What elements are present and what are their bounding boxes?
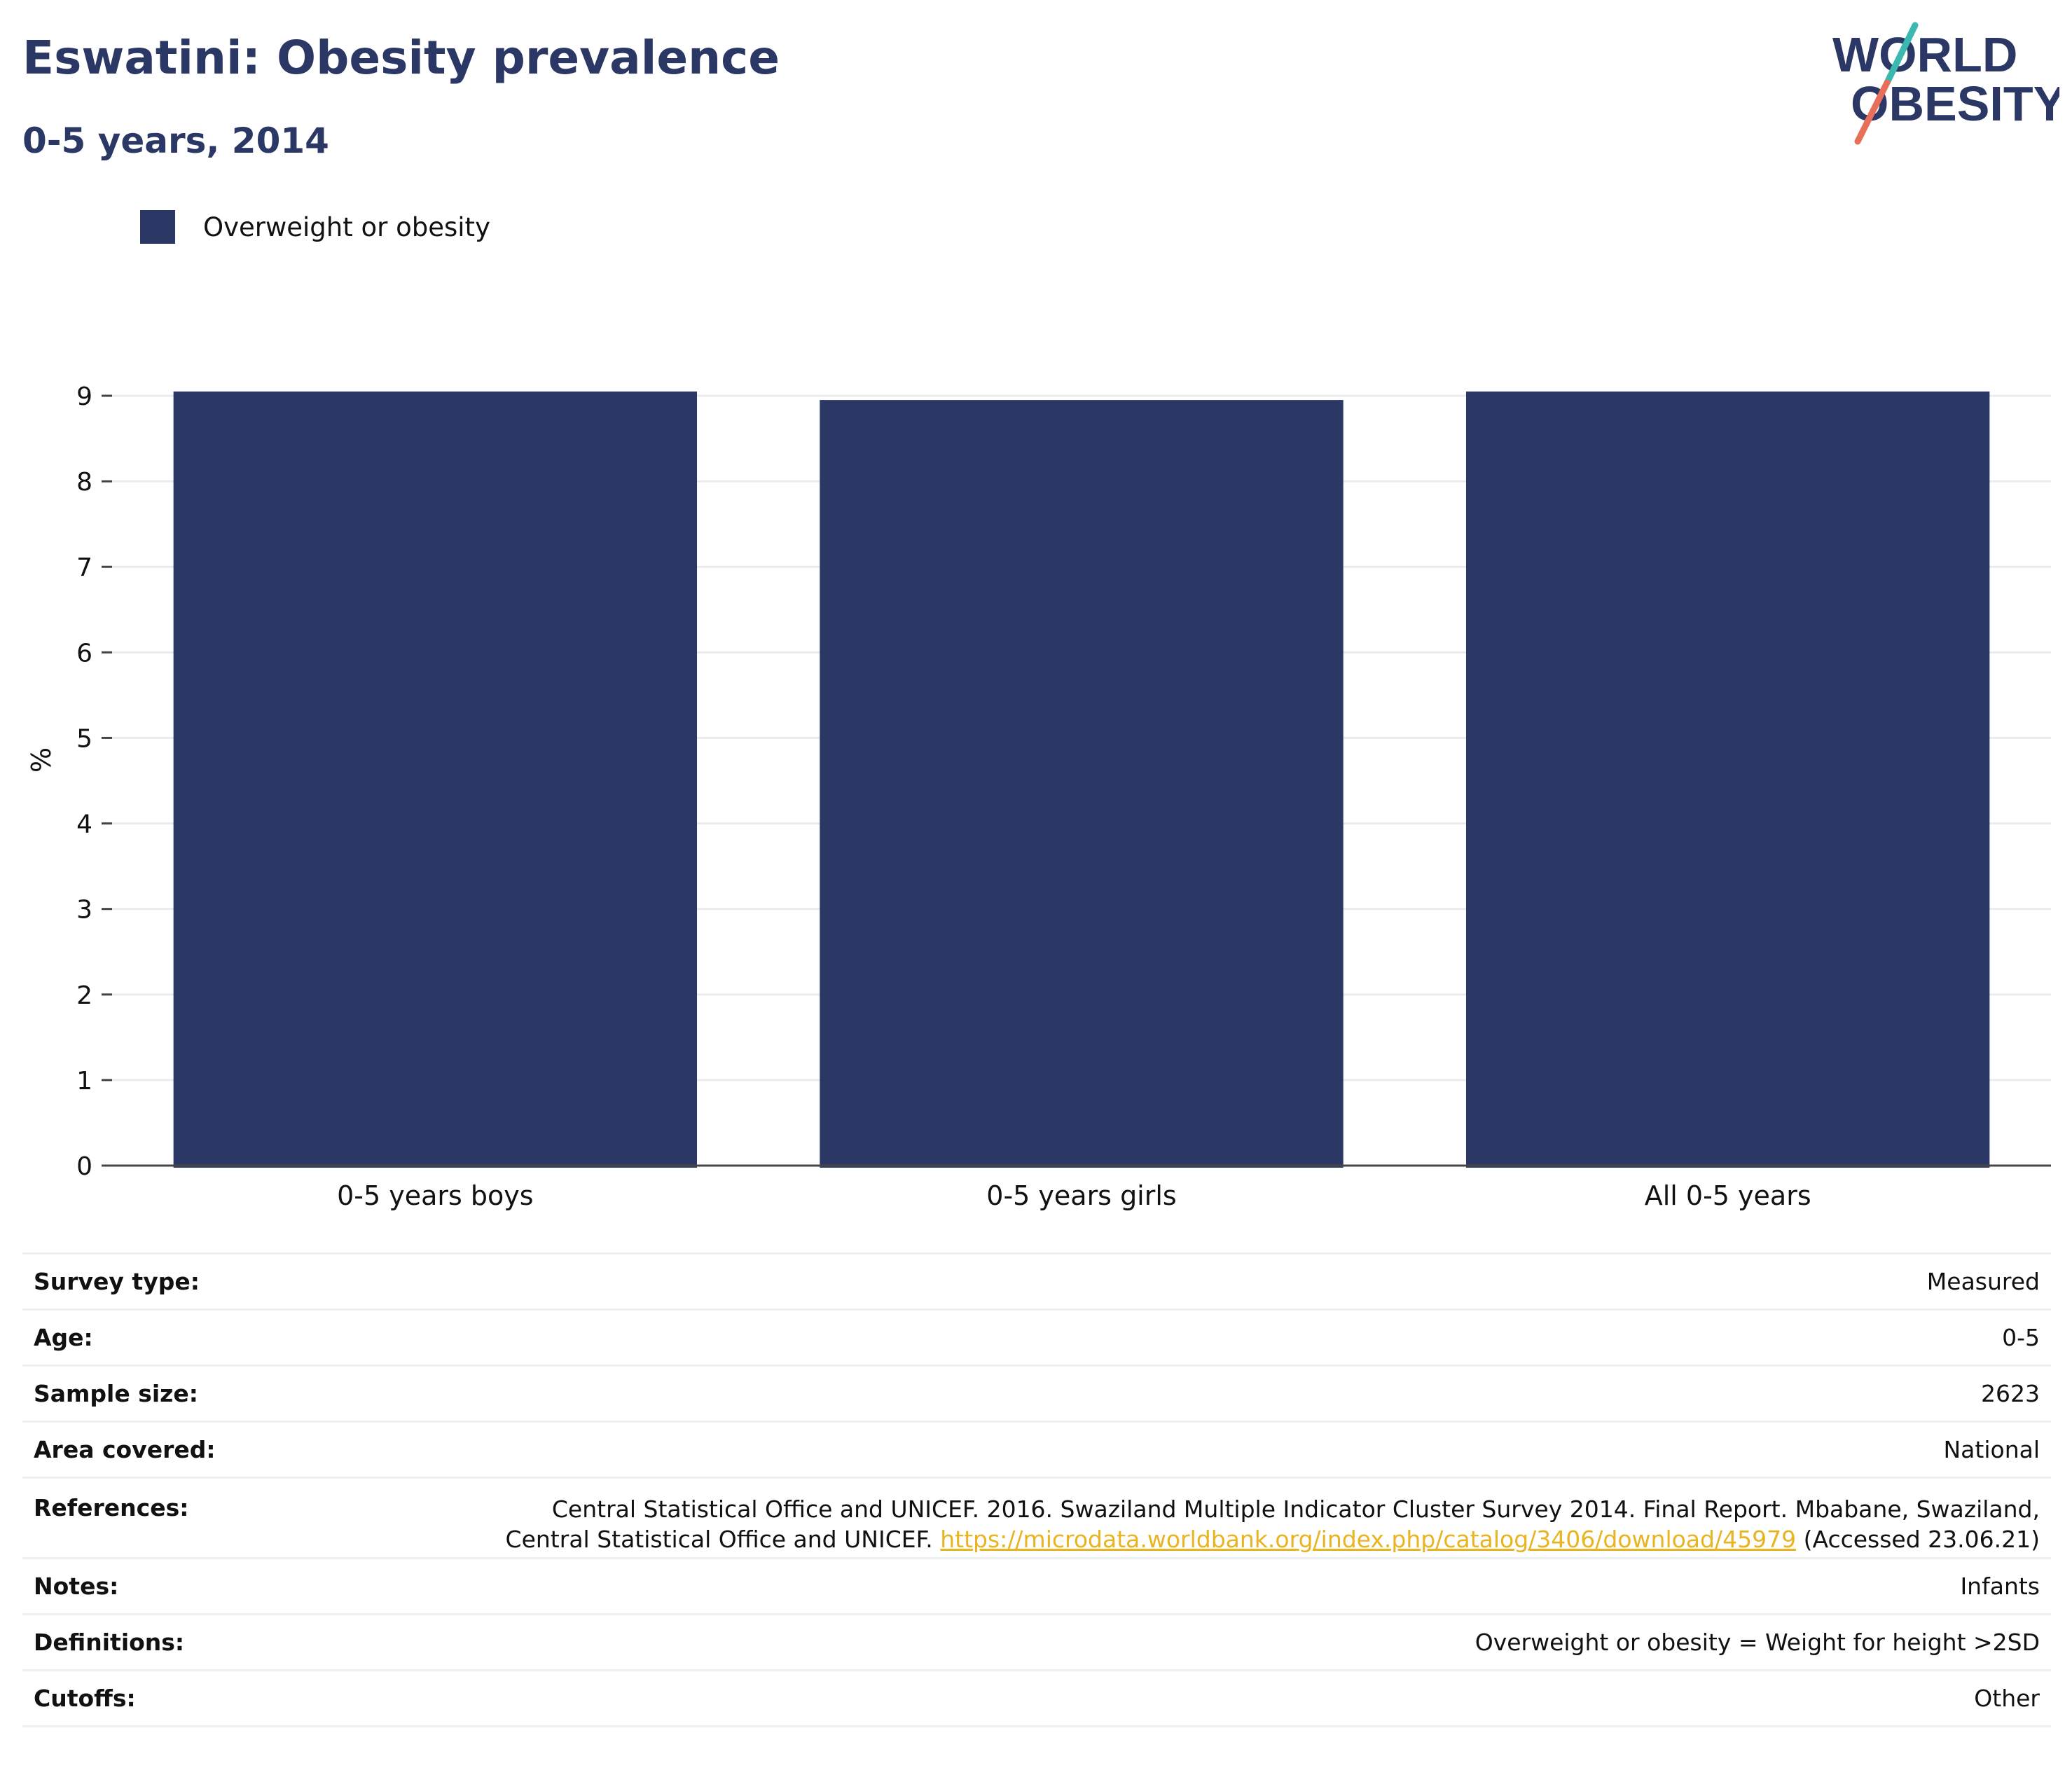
- info-row-area-covered: Area covered: National: [22, 1421, 2051, 1477]
- info-label: Cutoffs:: [34, 1685, 136, 1712]
- info-row-definitions: Definitions: Overweight or obesity = Wei…: [22, 1613, 2051, 1669]
- y-tick-label: 8: [76, 468, 92, 497]
- x-tick-labels: 0-5 years boys 0-5 years girls All 0-5 yea…: [337, 1180, 1811, 1211]
- info-label: Area covered:: [34, 1436, 216, 1463]
- info-row-age: Age: 0-5: [22, 1308, 2051, 1365]
- info-value: 2623: [1981, 1380, 2040, 1407]
- chart-legend[interactable]: Overweight or obesity: [140, 210, 490, 244]
- survey-info-table: Survey type: Measured Age: 0-5 Sample si…: [22, 1252, 2051, 1727]
- info-label: Notes:: [34, 1573, 119, 1600]
- info-value: 0-5: [2002, 1324, 2040, 1351]
- y-tick-label: 7: [76, 553, 92, 582]
- legend-swatch: [140, 210, 175, 244]
- y-tick-label: 6: [76, 639, 92, 668]
- info-row-cutoffs: Cutoffs: Other: [22, 1669, 2051, 1727]
- x-tick-label: All 0-5 years: [1645, 1180, 1811, 1211]
- info-label: Sample size:: [34, 1380, 198, 1407]
- info-row-references: References: Central Statistical Office a…: [22, 1477, 2051, 1557]
- info-value: Other: [1974, 1685, 2040, 1712]
- info-row-notes: Notes: Infants: [22, 1557, 2051, 1613]
- references-line-1: Central Statistical Office and UNICEF. 2…: [551, 1496, 2040, 1523]
- y-tick-label: 1: [76, 1067, 92, 1096]
- bar[interactable]: [173, 391, 698, 1168]
- bar[interactable]: [1465, 391, 1990, 1168]
- info-label: Survey type:: [34, 1268, 200, 1295]
- logo-slash-top: [1884, 22, 1919, 86]
- page-subtitle: 0-5 years, 2014: [22, 120, 329, 161]
- references-line-2-prefix: Central Statistical Office and UNICEF.: [505, 1526, 933, 1553]
- y-tick-label: 4: [76, 810, 92, 839]
- y-axis-label: %: [26, 747, 57, 773]
- info-row-survey-type: Survey type: Measured: [22, 1252, 2051, 1308]
- x-tick-label: 0-5 years boys: [337, 1180, 533, 1211]
- info-label: Age:: [34, 1324, 93, 1351]
- info-value: Measured: [1926, 1268, 2040, 1295]
- references-link[interactable]: https://microdata.worldbank.org/index.ph…: [940, 1526, 1797, 1553]
- bars: [173, 391, 1990, 1168]
- page-title: Eswatini: Obesity prevalence: [22, 31, 780, 85]
- y-tick-labels: 0 1 2 3 4 5 6 7 8 9: [76, 382, 112, 1181]
- info-label: Definitions:: [34, 1629, 185, 1656]
- y-tick-label: 2: [76, 981, 92, 1010]
- y-tick-label: 5: [76, 724, 92, 753]
- logo-text-obesity: OBESITY: [1851, 76, 2059, 131]
- info-value: National: [1943, 1436, 2040, 1463]
- info-label: References:: [34, 1494, 189, 1521]
- x-tick-label: 0-5 years girls: [986, 1180, 1176, 1211]
- bar-chart: 0 1 2 3 4 5 6 7 8 9 0-5 years boys 0-5 years girls…: [26, 382, 2051, 1211]
- references-text: Central Statistical Office and UNICEF. 2…: [506, 1494, 2040, 1554]
- y-tick-label: 3: [76, 896, 92, 925]
- info-row-sample-size: Sample size: 2623: [22, 1365, 2051, 1421]
- y-tick-label: 0: [76, 1152, 92, 1181]
- y-tick-label: 9: [76, 382, 92, 411]
- legend-label: Overweight or obesity: [203, 212, 490, 242]
- info-value: Overweight or obesity = Weight for heigh…: [1474, 1629, 2040, 1656]
- world-obesity-logo: WORLD OBESITY: [1832, 22, 2059, 145]
- info-value: Infants: [1960, 1573, 2040, 1600]
- logo-text-world: WORLD: [1832, 27, 2017, 82]
- bar[interactable]: [820, 400, 1344, 1168]
- references-accessed: (Accessed 23.06.21): [1803, 1526, 2040, 1553]
- logo-slash-bottom: [1854, 79, 1891, 145]
